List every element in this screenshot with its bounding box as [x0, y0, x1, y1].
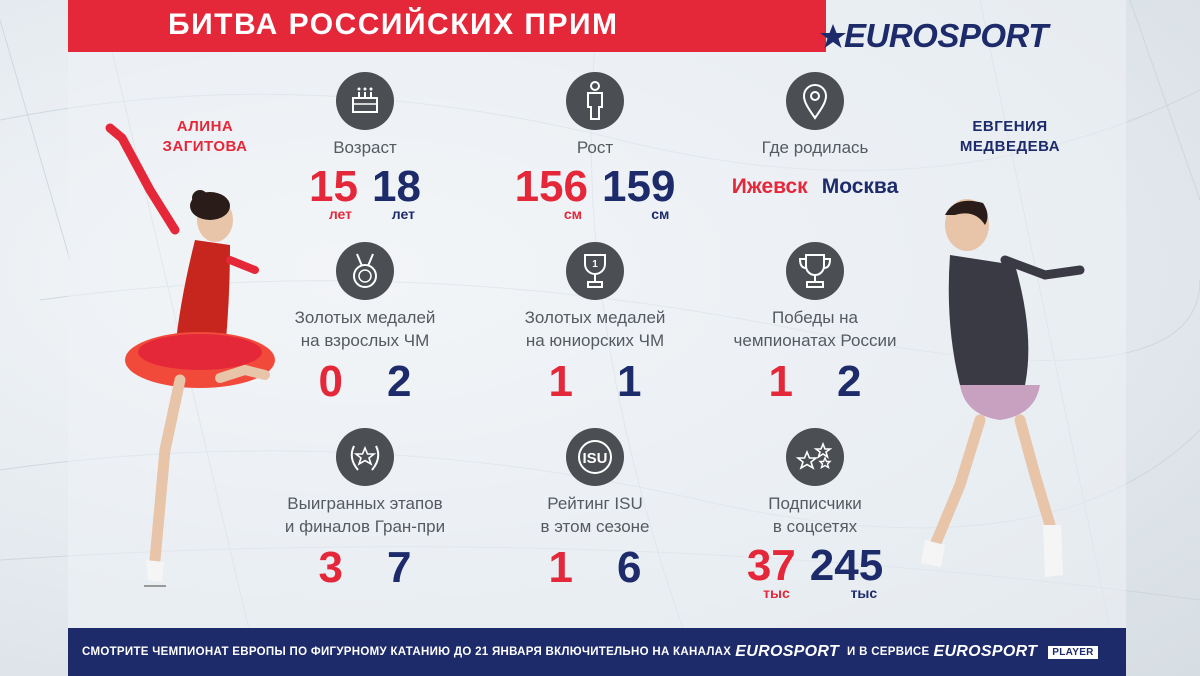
stat-label: Возраст [333, 138, 397, 157]
stat-russia-wins: Победы на чемпионатах России 1 2 [705, 242, 925, 404]
stat-label: Рейтинг ISU в этом сезоне [540, 494, 650, 536]
footer-banner: СМОТРИТЕ ЧЕМПИОНАТ ЕВРОПЫ ПО ФИГУРНОМУ К… [68, 628, 1126, 676]
trophy-cup-icon: 1 [566, 242, 624, 300]
brand-name: EUROSPORT [844, 17, 1048, 54]
star-icon [820, 24, 846, 48]
stat-label: Подписчики в соцсетях [768, 494, 862, 536]
trophy-icon [786, 242, 844, 300]
skater-left-figure [105, 123, 275, 587]
birthday-cake-icon [336, 72, 394, 130]
value-left: 1 [768, 357, 793, 406]
value-right: 2 [387, 357, 412, 406]
athlete-right-first: ЕВГЕНИЯ [972, 118, 1048, 135]
value-right: 6 [617, 543, 642, 592]
value-right: 18 лет [372, 162, 421, 222]
athlete-right-name: ЕВГЕНИЯ МЕДВЕДЕВА [950, 117, 1070, 157]
stat-label: Рост [576, 138, 614, 157]
athlete-right-last: МЕДВЕДЕВА [959, 138, 1061, 155]
stat-senior-gold: Золотых медалей на взрослых ЧМ 0 2 [255, 242, 475, 404]
laurel-star-icon [336, 428, 394, 486]
footer-brand-player: EUROSPORT [933, 643, 1038, 660]
footer-text-service: И В СЕРВИСЕ [847, 646, 930, 658]
value-right: 1 [617, 357, 642, 406]
stat-age: Возраст 15 лет 18 лет [255, 72, 475, 221]
value-right: 245 тыс [809, 541, 884, 601]
athlete-left-name: АЛИНА ЗАГИТОВА [150, 117, 260, 157]
footer-text: СМОТРИТЕ ЧЕМПИОНАТ ЕВРОПЫ ПО ФИГУРНОМУ К… [82, 646, 732, 658]
person-icon [566, 72, 624, 130]
stat-birthplace: Где родилась Ижевск Москва [705, 72, 925, 201]
athlete-left-first: АЛИНА [176, 118, 234, 135]
eurosport-logo: EUROSPORT [818, 16, 1048, 56]
stat-label: Золотых медалей на взрослых ЧМ [294, 308, 436, 350]
value-left: Ижевск [731, 175, 808, 198]
athlete-left-last: ЗАГИТОВА [162, 138, 248, 155]
stat-followers: Подписчики в соцсетях 37 тыс 245 тыс [705, 428, 925, 600]
medal-icon [336, 242, 394, 300]
stat-label: Выигранных этапов и финалов Гран-при [284, 494, 446, 536]
value-left: 15 лет [309, 162, 358, 222]
value-left: 3 [318, 543, 343, 592]
stat-label: Победы на чемпионатах России [733, 308, 897, 350]
player-badge: PLAYER [1048, 645, 1098, 659]
stat-label: Где родилась [761, 138, 869, 157]
skater-right-figure [921, 199, 1085, 577]
value-right: 159 см [602, 162, 676, 222]
svg-text:1: 1 [592, 259, 598, 270]
map-pin-icon [786, 72, 844, 130]
value-left: 0 [318, 357, 343, 406]
title-bar [68, 0, 826, 52]
value-left: 37 тыс [746, 541, 796, 601]
isu-logo-icon: ISU [566, 428, 624, 486]
stat-isu-rating: ISU Рейтинг ISU в этом сезоне 1 6 [485, 428, 705, 590]
stars-icon [786, 428, 844, 486]
stat-grand-prix: Выигранных этапов и финалов Гран-при 3 7 [255, 428, 475, 590]
footer-brand-channels: EUROSPORT [735, 643, 840, 660]
stat-label: Золотых медалей на юниорских ЧМ [524, 308, 666, 350]
value-right: 2 [837, 357, 862, 406]
value-left: 1 [548, 543, 573, 592]
value-left: 1 [548, 357, 573, 406]
value-left: 156 см [514, 162, 588, 222]
stat-height: Рост 156 см 159 см [485, 72, 705, 221]
stat-junior-gold: 1 Золотых медалей на юниорских ЧМ 1 1 [485, 242, 705, 404]
value-right: 7 [387, 543, 412, 592]
page-title: БИТВА РОССИЙСКИХ ПРИМ [168, 8, 619, 41]
isu-logo-text: ISU [582, 450, 607, 467]
value-right: Москва [821, 175, 899, 198]
